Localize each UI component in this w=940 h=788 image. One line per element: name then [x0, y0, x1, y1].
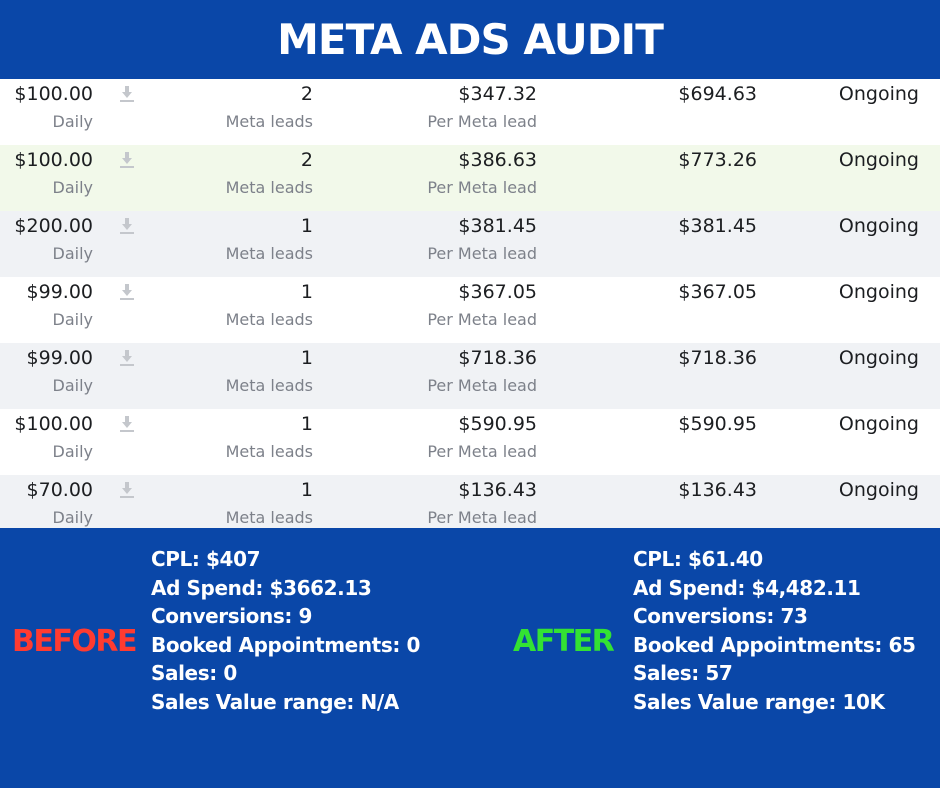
page-title: META ADS AUDIT	[277, 15, 664, 64]
results-value: 2	[300, 149, 313, 171]
before-sales-value-range: Sales Value range: N/A	[151, 689, 399, 714]
budget-value: $100.00	[14, 413, 93, 435]
after-cpl: CPL: $61.40	[633, 547, 763, 571]
status-text: Ongoing	[838, 413, 919, 435]
table-row[interactable]: $100.00 Daily 2 Meta leads $386.63 Per M…	[0, 145, 940, 211]
table-row[interactable]: $99.00 Daily 1 Meta leads $367.05 Per Me…	[0, 277, 940, 343]
results-value: 1	[300, 347, 313, 369]
results-label: Meta leads	[225, 508, 313, 527]
cost-label: Per Meta lead	[427, 508, 537, 527]
download-icon[interactable]	[119, 150, 135, 170]
table-row[interactable]: $100.00 Daily 1 Meta leads $590.95 Per M…	[0, 409, 940, 475]
amount-spent: $136.43	[678, 479, 757, 501]
download-icon[interactable]	[119, 216, 135, 236]
cost-label: Per Meta lead	[427, 112, 537, 131]
header-banner: META ADS AUDIT	[0, 0, 940, 79]
after-booked-appointments: Booked Appointments: 65	[633, 632, 916, 657]
cost-label: Per Meta lead	[427, 244, 537, 263]
before-cpl: CPL: $407	[151, 547, 261, 571]
audit-summary: BEFORE CPL: $407 Ad Spend: $3662.13 Conv…	[0, 528, 940, 788]
download-icon[interactable]	[119, 282, 135, 302]
amount-spent: $381.45	[678, 215, 757, 237]
before-stats: CPL: $407 Ad Spend: $3662.13 Conversions…	[151, 545, 420, 717]
status-text: Ongoing	[838, 281, 919, 303]
before-ad-spend: Ad Spend: $3662.13	[151, 575, 372, 600]
cost-label: Per Meta lead	[427, 178, 537, 197]
download-icon[interactable]	[119, 414, 135, 434]
amount-spent: $718.36	[678, 347, 757, 369]
download-icon[interactable]	[119, 480, 135, 500]
budget-type: Daily	[52, 442, 93, 461]
campaign-table: $100.00 Daily 2 Meta leads $347.32 Per M…	[0, 79, 940, 541]
budget-type: Daily	[52, 508, 93, 527]
cost-per-result: $347.32	[458, 83, 537, 105]
cost-label: Per Meta lead	[427, 442, 537, 461]
after-sales-value-range: Sales Value range: 10K	[633, 689, 885, 714]
cost-per-result: $367.05	[458, 281, 537, 303]
amount-spent: $590.95	[678, 413, 757, 435]
budget-type: Daily	[52, 244, 93, 263]
amount-spent: $773.26	[678, 149, 757, 171]
results-value: 2	[300, 83, 313, 105]
status-text: Ongoing	[838, 479, 919, 501]
results-label: Meta leads	[225, 442, 313, 461]
download-icon[interactable]	[119, 348, 135, 368]
budget-value: $99.00	[26, 281, 93, 303]
after-conversions: Conversions: 73	[633, 604, 808, 629]
table-row[interactable]: $99.00 Daily 1 Meta leads $718.36 Per Me…	[0, 343, 940, 409]
budget-value: $70.00	[26, 479, 93, 501]
before-label: BEFORE	[12, 624, 137, 659]
results-value: 1	[300, 281, 313, 303]
cost-label: Per Meta lead	[427, 310, 537, 329]
after-sales: Sales: 57	[633, 661, 733, 686]
table-row[interactable]: $200.00 Daily 1 Meta leads $381.45 Per M…	[0, 211, 940, 277]
cost-per-result: $136.43	[458, 479, 537, 501]
after-stats: CPL: $61.40 Ad Spend: $4,482.11 Conversi…	[633, 545, 916, 717]
budget-type: Daily	[52, 310, 93, 329]
status-text: Ongoing	[838, 215, 919, 237]
before-sales: Sales: 0	[151, 661, 237, 686]
cost-per-result: $381.45	[458, 215, 537, 237]
budget-value: $99.00	[26, 347, 93, 369]
results-label: Meta leads	[225, 244, 313, 263]
results-value: 1	[300, 413, 313, 435]
amount-spent: $694.63	[678, 83, 757, 105]
cost-per-result: $718.36	[458, 347, 537, 369]
amount-spent: $367.05	[678, 281, 757, 303]
status-text: Ongoing	[838, 347, 919, 369]
results-label: Meta leads	[225, 112, 313, 131]
before-conversions: Conversions: 9	[151, 604, 313, 629]
results-label: Meta leads	[225, 178, 313, 197]
status-text: Ongoing	[838, 83, 919, 105]
status-text: Ongoing	[838, 149, 919, 171]
download-icon[interactable]	[119, 84, 135, 104]
budget-value: $200.00	[14, 215, 93, 237]
budget-type: Daily	[52, 178, 93, 197]
results-label: Meta leads	[225, 376, 313, 395]
results-label: Meta leads	[225, 310, 313, 329]
results-value: 1	[300, 215, 313, 237]
before-booked-appointments: Booked Appointments: 0	[151, 632, 421, 657]
budget-value: $100.00	[14, 149, 93, 171]
results-value: 1	[300, 479, 313, 501]
budget-value: $100.00	[14, 83, 93, 105]
budget-type: Daily	[52, 112, 93, 131]
budget-type: Daily	[52, 376, 93, 395]
cost-per-result: $386.63	[458, 149, 537, 171]
table-row[interactable]: $100.00 Daily 2 Meta leads $347.32 Per M…	[0, 79, 940, 145]
after-label: AFTER	[513, 624, 615, 659]
cost-label: Per Meta lead	[427, 376, 537, 395]
after-ad-spend: Ad Spend: $4,482.11	[633, 575, 861, 600]
cost-per-result: $590.95	[458, 413, 537, 435]
